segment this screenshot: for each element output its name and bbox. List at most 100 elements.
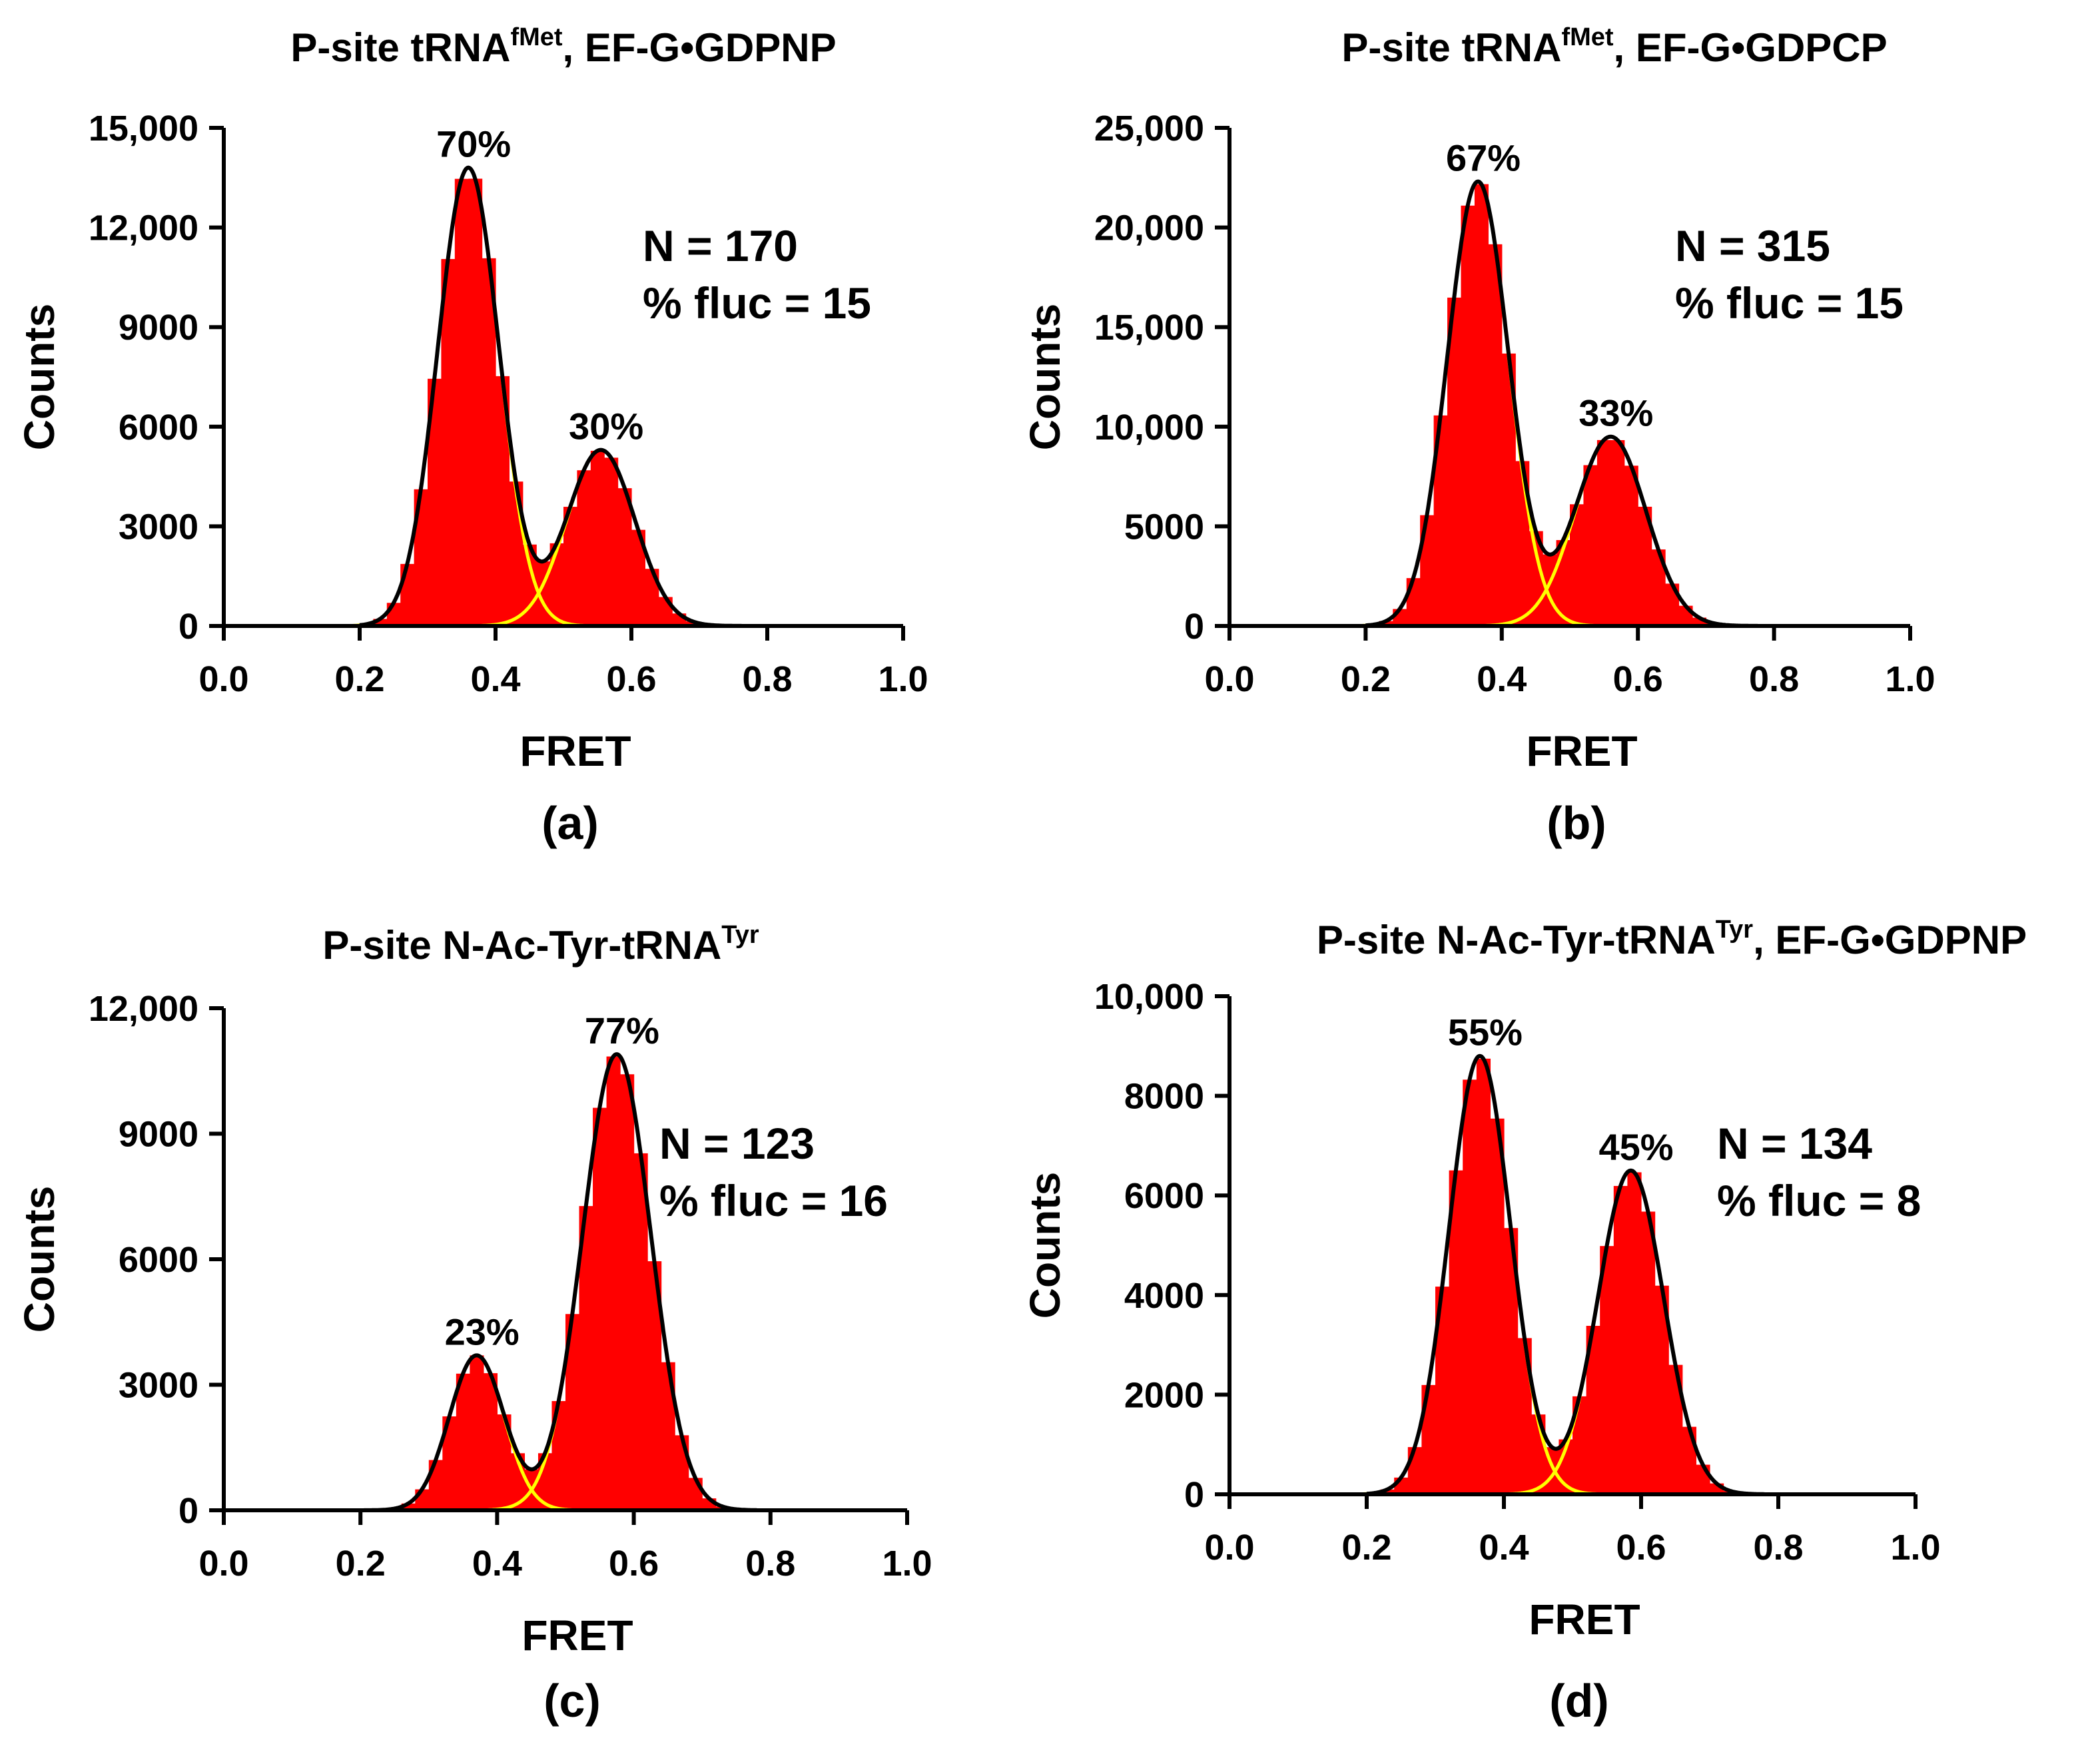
histogram-bar xyxy=(1461,205,1475,626)
histogram-bar xyxy=(1463,1079,1477,1494)
histogram-bar xyxy=(1379,621,1393,626)
y-tick-label: 20,000 xyxy=(1094,208,1204,248)
histogram-bar xyxy=(647,1261,662,1510)
histogram-bar xyxy=(400,563,415,626)
y-axis-label: Counts xyxy=(1021,304,1069,450)
fluctuation-label: % fluc = 15 xyxy=(643,278,871,328)
x-tick-label: 1.0 xyxy=(1890,1528,1940,1568)
histogram-bar xyxy=(468,178,483,626)
total-fit-curve xyxy=(1366,1053,1765,1496)
panel-label: (a) xyxy=(541,797,599,849)
histogram-bar xyxy=(1490,1118,1505,1494)
y-tick-label: 2000 xyxy=(1124,1375,1204,1415)
histogram-bar xyxy=(442,1416,457,1510)
histogram-bar xyxy=(522,544,537,626)
peak-percentage-label: 23% xyxy=(445,1311,520,1352)
histogram-bar xyxy=(645,569,659,626)
x-tick-label: 0.6 xyxy=(1613,659,1663,699)
chart-title: P-site tRNAfMet, EF-G•GDPCP xyxy=(1341,23,1887,70)
histogram-bar xyxy=(497,1414,512,1510)
histogram-bar xyxy=(373,619,388,626)
peak-percentage-label: 55% xyxy=(1448,1012,1523,1053)
x-tick-label: 0.4 xyxy=(1479,1528,1529,1568)
histogram-bar xyxy=(1517,1338,1532,1494)
x-tick-label: 0.0 xyxy=(1204,659,1254,699)
x-tick-label: 0.8 xyxy=(742,659,792,699)
x-tick-label: 0.4 xyxy=(1477,659,1527,699)
y-tick-label: 3000 xyxy=(119,507,198,547)
x-axis-label: FRET xyxy=(1529,1596,1640,1643)
histogram-bar xyxy=(1624,465,1638,626)
x-tick-label: 0.0 xyxy=(198,659,248,699)
histogram-bar xyxy=(1504,1228,1519,1494)
histogram-bar xyxy=(590,450,605,626)
x-axis-label: FRET xyxy=(520,727,631,775)
histogram-bar xyxy=(1433,415,1448,626)
panel-b: 0 5000 10,000 15,000 20,000 25,000 0.0 0.2 0.4 0.… xyxy=(1021,23,1935,849)
n-count-label: N = 123 xyxy=(659,1119,815,1168)
fluctuation-label: % fluc = 8 xyxy=(1717,1176,1921,1225)
y-axis-label: Counts xyxy=(15,1186,63,1332)
histogram-bar xyxy=(1501,353,1516,626)
fluctuation-label: % fluc = 16 xyxy=(659,1176,888,1225)
histogram-bar xyxy=(1654,1285,1669,1494)
histogram-bar xyxy=(1586,1326,1600,1494)
histogram-bar xyxy=(1407,1447,1422,1494)
histogram-bar xyxy=(483,1373,498,1510)
y-tick-label: 9000 xyxy=(119,308,198,348)
histogram-bar xyxy=(454,178,469,626)
histogram-bar xyxy=(470,1355,484,1510)
chart-title: P-site N-Ac-Tyr-tRNATyr, EF-G•GDPNP xyxy=(1317,916,2027,962)
histogram-bar xyxy=(1476,1058,1491,1494)
y-tick-label: 6000 xyxy=(1124,1176,1204,1216)
peak-percentage-label: 33% xyxy=(1578,392,1653,434)
histogram-bar xyxy=(1447,297,1462,626)
y-tick-label: 10,000 xyxy=(1094,977,1204,1017)
x-tick-label: 0.4 xyxy=(470,659,520,699)
x-tick-label: 0.2 xyxy=(1341,1528,1391,1568)
panel-a: 0 3000 6000 9000 12,000 15,000 0.0 0.2 0.4 0.6 0.8… xyxy=(15,23,928,849)
histogram-bar xyxy=(675,1435,689,1510)
histogram-bar xyxy=(563,507,577,626)
panel-c: 0 3000 6000 9000 12,000 0.0 0.2 0.4 0.6 0.8 1.0 FRE… xyxy=(15,921,932,1727)
histogram-bar xyxy=(577,470,591,626)
x-tick-label: 0.2 xyxy=(1341,659,1391,699)
histogram-bar xyxy=(1627,1172,1642,1494)
peak-percentage-label: 77% xyxy=(585,1010,659,1051)
x-tick-label: 0.6 xyxy=(609,1544,659,1584)
n-count-label: N = 315 xyxy=(1675,221,1830,270)
y-axis-label: Counts xyxy=(1021,1172,1069,1319)
histogram-bar xyxy=(661,1362,675,1510)
panel-label: (b) xyxy=(1547,797,1606,849)
n-count-label: N = 134 xyxy=(1717,1119,1872,1168)
histogram-bar xyxy=(1596,440,1611,626)
y-tick-label: 0 xyxy=(1184,607,1204,647)
x-tick-label: 0.6 xyxy=(1616,1528,1666,1568)
histogram-bar xyxy=(1488,244,1503,626)
total-fit-curve xyxy=(360,1052,757,1512)
histogram-bar xyxy=(551,1400,566,1510)
x-tick-label: 0.0 xyxy=(198,1544,248,1584)
histogram-bar xyxy=(441,258,456,626)
histogram-bar xyxy=(565,1314,580,1510)
histogram-bar xyxy=(593,1107,607,1510)
x-tick-label: 0.8 xyxy=(745,1544,795,1584)
y-tick-label: 0 xyxy=(1184,1475,1204,1515)
histogram-bar xyxy=(620,1074,635,1510)
x-axis-label: FRET xyxy=(522,1612,633,1659)
peak-percentage-label: 30% xyxy=(569,406,643,447)
histogram-bar xyxy=(401,1503,416,1510)
histogram-bar xyxy=(1406,578,1421,626)
histogram-bar xyxy=(428,378,442,626)
histogram-bar xyxy=(631,529,645,626)
panel-label: (c) xyxy=(543,1675,601,1727)
chart-title: P-site tRNAfMet, EF-G•GDPNP xyxy=(290,23,836,70)
peak-percentage-label: 45% xyxy=(1599,1126,1674,1168)
histogram-bar xyxy=(1380,1489,1395,1494)
histogram-bar xyxy=(1449,1170,1463,1494)
panel-label: (d) xyxy=(1549,1675,1608,1727)
histogram-bar xyxy=(1610,440,1625,626)
x-tick-label: 0.6 xyxy=(606,659,656,699)
n-count-label: N = 170 xyxy=(643,221,798,270)
